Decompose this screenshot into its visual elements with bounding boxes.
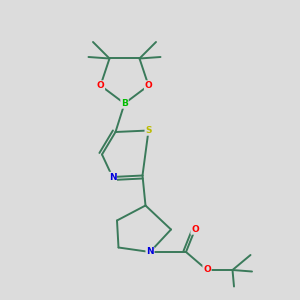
Text: O: O — [191, 225, 199, 234]
Text: O: O — [203, 266, 211, 274]
Text: O: O — [97, 81, 104, 90]
Text: B: B — [121, 99, 128, 108]
Text: S: S — [145, 126, 152, 135]
Text: N: N — [146, 248, 154, 256]
Text: O: O — [145, 81, 152, 90]
Text: N: N — [109, 172, 116, 182]
